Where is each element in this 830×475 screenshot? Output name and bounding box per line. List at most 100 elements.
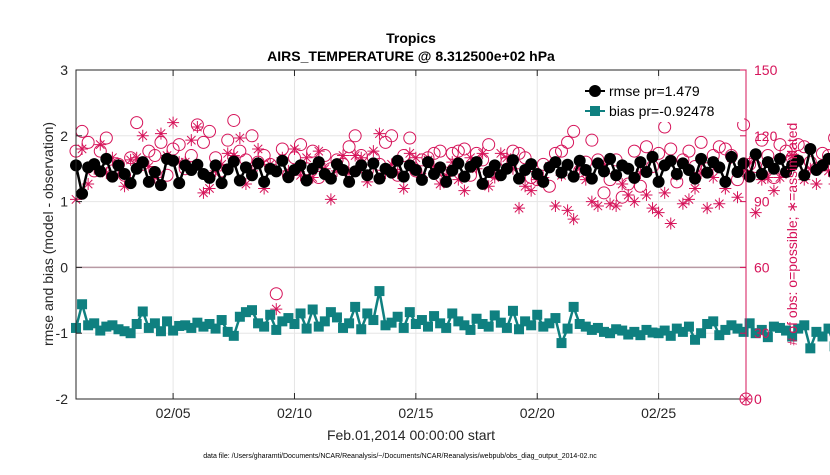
obs-assimilated-point (592, 200, 604, 212)
rmse-point (537, 176, 549, 188)
bias-point (289, 319, 299, 329)
obs-assimilated-point (701, 202, 713, 214)
bias-point (308, 305, 318, 315)
bias-point (302, 324, 312, 334)
rmse-point (701, 167, 713, 179)
y-left-tick-label: 1 (60, 194, 68, 210)
rmse-point (604, 153, 616, 165)
rmse-point (398, 171, 410, 183)
rmse-point (100, 153, 112, 165)
bias-point (265, 310, 275, 320)
obs-assimilated-point (234, 132, 246, 144)
bias-point (156, 326, 166, 336)
chart-subtitle: AIRS_TEMPERATURE @ 8.312500e+02 hPa (267, 48, 555, 64)
obs-assimilated-point (653, 207, 665, 219)
obs-assimilated-point (155, 128, 167, 140)
rmse-point (258, 176, 270, 188)
rmse-point (270, 165, 282, 177)
rmse-point (725, 151, 737, 163)
legend-bias-marker (590, 106, 600, 116)
rmse-point (234, 175, 246, 187)
bias-point (739, 327, 749, 337)
rmse-point (106, 171, 118, 183)
y-left-tick-label: 0 (60, 259, 68, 275)
obs-assimilated-point (204, 182, 216, 194)
legend-rmse-marker (589, 85, 601, 97)
y-right-tick-label: 150 (754, 62, 778, 78)
y-left-tick-label: 3 (60, 62, 68, 78)
rmse-point (647, 151, 659, 163)
rmse-point (507, 154, 519, 166)
obs-assimilated-point (740, 393, 752, 405)
rmse-point (440, 176, 452, 188)
bias-point (320, 316, 330, 326)
bias-point (211, 324, 221, 334)
bias-point (271, 325, 281, 335)
rmse-point (804, 143, 816, 155)
obs-assimilated-point (252, 143, 264, 155)
bias-point (557, 338, 567, 348)
bias-point (484, 322, 494, 332)
bias-point (569, 302, 579, 312)
rmse-point (149, 166, 161, 178)
rmse-point (422, 156, 434, 168)
bias-point (423, 322, 433, 332)
rmse-point (665, 155, 677, 167)
obs-assimilated-point (94, 139, 106, 151)
rmse-point (416, 174, 428, 186)
rmse-point (276, 155, 288, 167)
rmse-point (477, 178, 489, 190)
bias-point (563, 324, 573, 334)
bias-point (684, 322, 694, 332)
bias-point (332, 312, 342, 322)
bias-point (138, 306, 148, 316)
bias-point (532, 310, 542, 320)
rmse-point (94, 165, 106, 177)
rmse-point (798, 169, 810, 181)
rmse-point (640, 166, 652, 178)
bias-point (296, 308, 306, 318)
rmse-point (549, 156, 561, 168)
rmse-point (216, 177, 228, 189)
rmse-point (367, 157, 379, 169)
bias-point (374, 286, 384, 296)
bias-point (550, 313, 560, 323)
y-right-tick-label: 0 (754, 391, 762, 407)
obs-assimilated-point (683, 193, 695, 205)
rmse-point (689, 173, 701, 185)
rmse-point (719, 176, 731, 188)
rmse-point (125, 177, 137, 189)
obs-assimilated-point (191, 121, 203, 133)
y-left-tick-label: -2 (56, 391, 69, 407)
bias-point (368, 315, 378, 325)
y-axis-label-right: # of obs: o=possible; ∗=assimilated (784, 123, 800, 346)
obs-assimilated-point (810, 178, 822, 190)
x-tick-label: 02/15 (398, 405, 433, 421)
rmse-point (313, 156, 325, 168)
rmse-point (586, 173, 598, 185)
rmse-point (246, 169, 258, 181)
bias-point (805, 343, 815, 353)
bias-point (229, 331, 239, 341)
right-axis-origin-marker (740, 393, 752, 405)
bias-point (502, 323, 512, 333)
bias-point (405, 307, 415, 317)
rmse-point (155, 179, 167, 191)
legend: rmse pr=1.479 bias pr=-0.92478 (582, 80, 744, 122)
bias-point (259, 322, 269, 332)
rmse-point (671, 168, 683, 180)
y-left-tick-label: 2 (60, 128, 68, 144)
obs-assimilated-point (185, 134, 197, 146)
obs-assimilated-point (167, 117, 179, 129)
rmse-point (301, 175, 313, 187)
bias-point (217, 315, 227, 325)
y-right-tick-label: 90 (754, 194, 770, 210)
y-right-tick-label: 120 (754, 128, 778, 144)
bias-point (344, 318, 354, 328)
obs-assimilated-point (549, 200, 561, 212)
y-left-tick-label: -1 (56, 325, 69, 341)
rmse-point (295, 159, 307, 171)
rmse-point (325, 173, 337, 185)
rmse-point (210, 159, 222, 171)
